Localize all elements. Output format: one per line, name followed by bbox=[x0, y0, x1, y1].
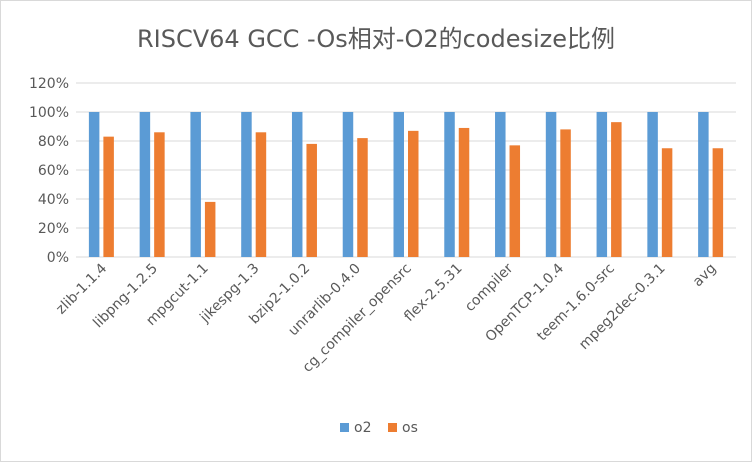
x-axis-labels: zlib-1.1.4libpng-1.2.5mpgcut-1.1jikespg-… bbox=[53, 260, 719, 375]
bar-o2 bbox=[596, 112, 608, 257]
bar-o2 bbox=[190, 112, 201, 257]
y-axis-ticks: 0% 20% 40% 60% 80% 100% 120% bbox=[29, 76, 69, 266]
bar-os bbox=[255, 132, 267, 257]
legend-swatch-os bbox=[388, 423, 397, 432]
bar-o2 bbox=[241, 112, 252, 257]
legend: o2 os bbox=[340, 420, 418, 436]
y-tick-label: 20% bbox=[38, 221, 69, 237]
legend-label-o2: o2 bbox=[354, 420, 371, 436]
bar-os bbox=[408, 130, 419, 257]
bar-os bbox=[560, 129, 571, 257]
x-tick-label: mpeg2dec-0.3.1 bbox=[576, 261, 668, 353]
bar-o2 bbox=[342, 112, 354, 257]
bar-o2 bbox=[88, 112, 100, 257]
gridlines bbox=[76, 82, 736, 258]
chart-title: RISCV64 GCC -Os相对-O2的codesize比例 bbox=[137, 25, 615, 53]
bar-os bbox=[204, 201, 216, 257]
bar-o2 bbox=[291, 112, 303, 257]
legend-swatch-o2 bbox=[340, 423, 349, 432]
bars bbox=[88, 112, 724, 258]
y-tick-label: 40% bbox=[38, 192, 69, 208]
bar-o2 bbox=[393, 112, 404, 257]
bar-os bbox=[306, 143, 317, 257]
bar-o2 bbox=[444, 112, 455, 257]
bar-os bbox=[661, 148, 673, 257]
y-tick-label: 0% bbox=[47, 250, 69, 266]
y-tick-label: 60% bbox=[38, 163, 69, 179]
bar-os bbox=[509, 145, 521, 257]
bar-o2 bbox=[647, 112, 658, 257]
bar-o2 bbox=[495, 112, 506, 257]
y-tick-label: 120% bbox=[29, 76, 69, 92]
bar-os bbox=[357, 138, 368, 257]
bar-os bbox=[611, 122, 622, 258]
x-tick-label: avg bbox=[690, 261, 720, 291]
y-tick-label: 80% bbox=[38, 134, 69, 150]
bar-o2 bbox=[139, 112, 151, 257]
bar-o2 bbox=[698, 112, 709, 257]
bar-os bbox=[154, 132, 165, 257]
legend-label-os: os bbox=[402, 420, 418, 436]
bar-os bbox=[103, 136, 114, 257]
bar-os bbox=[458, 127, 470, 257]
bar-os bbox=[712, 148, 724, 257]
y-tick-label: 100% bbox=[29, 105, 69, 121]
bar-o2 bbox=[545, 112, 557, 257]
